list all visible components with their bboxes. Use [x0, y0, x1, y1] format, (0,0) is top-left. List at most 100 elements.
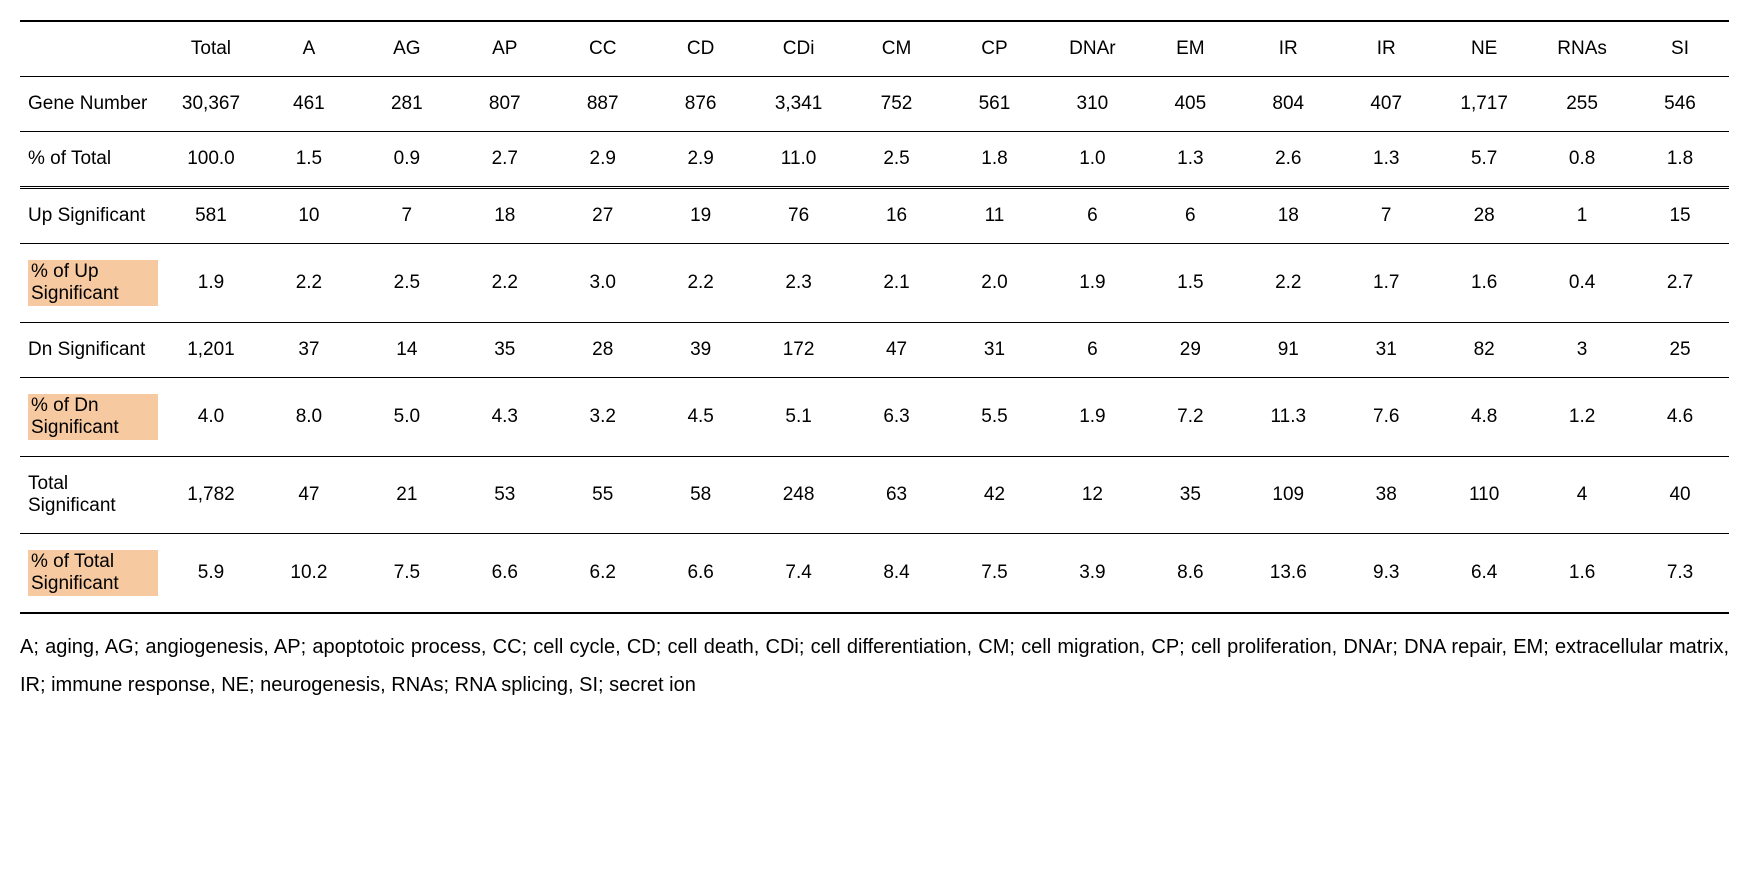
data-cell: 4 — [1533, 457, 1631, 534]
data-cell: 58 — [652, 457, 750, 534]
data-cell: 1 — [1533, 188, 1631, 244]
data-cell: 6.3 — [848, 378, 946, 457]
table-body: Gene Number30,3674612818078878763,341752… — [20, 77, 1729, 614]
data-cell: 53 — [456, 457, 554, 534]
data-cell: 752 — [848, 77, 946, 132]
data-cell: 4.6 — [1631, 378, 1729, 457]
data-cell: 7.3 — [1631, 534, 1729, 614]
data-cell: 1.0 — [1043, 132, 1141, 188]
data-cell: 91 — [1239, 323, 1337, 378]
data-cell: 1.3 — [1337, 132, 1435, 188]
data-cell: 18 — [1239, 188, 1337, 244]
data-cell: 281 — [358, 77, 456, 132]
data-cell: 407 — [1337, 77, 1435, 132]
data-cell: 1.2 — [1533, 378, 1631, 457]
data-cell: 110 — [1435, 457, 1533, 534]
header-cell-rowlabel — [20, 21, 162, 77]
data-cell: 12 — [1043, 457, 1141, 534]
table-row: % of Up Significant1.92.22.52.23.02.22.3… — [20, 244, 1729, 323]
data-cell: 47 — [260, 457, 358, 534]
data-cell: 3.9 — [1043, 534, 1141, 614]
data-cell: 461 — [260, 77, 358, 132]
data-cell: 100.0 — [162, 132, 260, 188]
data-cell: 82 — [1435, 323, 1533, 378]
data-cell: 35 — [456, 323, 554, 378]
data-cell: 807 — [456, 77, 554, 132]
data-cell: 4.5 — [652, 378, 750, 457]
header-cell: A — [260, 21, 358, 77]
data-cell: 3.0 — [554, 244, 652, 323]
highlight-label: % of Up Significant — [28, 260, 158, 306]
table-row: Gene Number30,3674612818078878763,341752… — [20, 77, 1729, 132]
row-label: % of Total Significant — [20, 534, 162, 614]
data-cell: 109 — [1239, 457, 1337, 534]
header-cell: AP — [456, 21, 554, 77]
data-cell: 6.6 — [652, 534, 750, 614]
data-table: TotalAAGAPCCCDCDiCMCPDNArEMIRIRNERNAsSI … — [20, 20, 1729, 614]
data-cell: 5.1 — [750, 378, 848, 457]
data-cell: 7.5 — [946, 534, 1044, 614]
data-cell: 14 — [358, 323, 456, 378]
data-cell: 1.9 — [1043, 378, 1141, 457]
data-cell: 2.2 — [456, 244, 554, 323]
data-cell: 1.6 — [1533, 534, 1631, 614]
table-caption: A; aging, AG; angiogenesis, AP; apoptoto… — [20, 628, 1729, 704]
data-cell: 1.7 — [1337, 244, 1435, 323]
data-cell: 8.6 — [1141, 534, 1239, 614]
data-cell: 47 — [848, 323, 946, 378]
header-cell: CP — [946, 21, 1044, 77]
data-cell: 6 — [1043, 323, 1141, 378]
table-row: Up Significant58110718271976161166187281… — [20, 188, 1729, 244]
data-cell: 42 — [946, 457, 1044, 534]
data-cell: 4.8 — [1435, 378, 1533, 457]
data-cell: 28 — [554, 323, 652, 378]
data-cell: 6.6 — [456, 534, 554, 614]
data-cell: 11.3 — [1239, 378, 1337, 457]
header-cell: CDi — [750, 21, 848, 77]
data-cell: 19 — [652, 188, 750, 244]
row-label: Total Significant — [20, 457, 162, 534]
data-cell: 9.3 — [1337, 534, 1435, 614]
data-cell: 3.2 — [554, 378, 652, 457]
row-label: % of Up Significant — [20, 244, 162, 323]
row-label: % of Total — [20, 132, 162, 188]
data-cell: 2.9 — [652, 132, 750, 188]
row-label: % of Dn Significant — [20, 378, 162, 457]
data-cell: 2.5 — [848, 132, 946, 188]
data-cell: 1.5 — [1141, 244, 1239, 323]
data-cell: 2.6 — [1239, 132, 1337, 188]
data-cell: 16 — [848, 188, 946, 244]
data-cell: 876 — [652, 77, 750, 132]
data-cell: 15 — [1631, 188, 1729, 244]
data-cell: 581 — [162, 188, 260, 244]
data-cell: 28 — [1435, 188, 1533, 244]
row-label: Dn Significant — [20, 323, 162, 378]
data-cell: 7 — [358, 188, 456, 244]
data-cell: 31 — [946, 323, 1044, 378]
data-cell: 18 — [456, 188, 554, 244]
table-row: Dn Significant1,201371435283917247316299… — [20, 323, 1729, 378]
data-cell: 7.6 — [1337, 378, 1435, 457]
header-cell: RNAs — [1533, 21, 1631, 77]
data-cell: 38 — [1337, 457, 1435, 534]
data-cell: 0.4 — [1533, 244, 1631, 323]
highlight-label: % of Dn Significant — [28, 394, 158, 440]
data-cell: 2.7 — [456, 132, 554, 188]
data-cell: 5.9 — [162, 534, 260, 614]
data-cell: 25 — [1631, 323, 1729, 378]
data-cell: 37 — [260, 323, 358, 378]
data-cell: 40 — [1631, 457, 1729, 534]
data-cell: 10.2 — [260, 534, 358, 614]
data-cell: 804 — [1239, 77, 1337, 132]
data-cell: 5.7 — [1435, 132, 1533, 188]
highlight-label: % of Total Significant — [28, 550, 158, 596]
data-cell: 1,717 — [1435, 77, 1533, 132]
data-cell: 7.2 — [1141, 378, 1239, 457]
data-cell: 172 — [750, 323, 848, 378]
data-cell: 39 — [652, 323, 750, 378]
data-cell: 7 — [1337, 188, 1435, 244]
header-cell: EM — [1141, 21, 1239, 77]
data-cell: 6 — [1043, 188, 1141, 244]
data-cell: 21 — [358, 457, 456, 534]
data-cell: 4.0 — [162, 378, 260, 457]
